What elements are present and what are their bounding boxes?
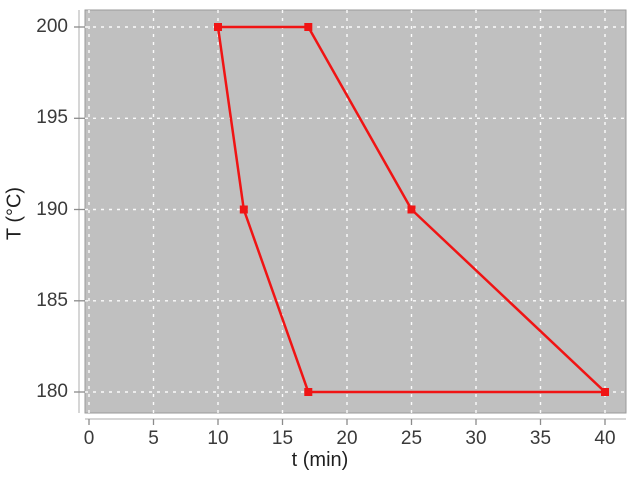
xtick-label-30: 30	[465, 428, 487, 449]
xtick-label-15: 15	[271, 428, 294, 449]
ytick-label-200: 200	[36, 16, 68, 37]
data-point-marker	[304, 388, 313, 396]
ytick-label-190: 190	[36, 198, 68, 220]
x-axis-title: t (min)	[291, 449, 349, 471]
xtick-label-10: 10	[207, 428, 229, 449]
data-point-marker	[304, 23, 313, 31]
ytick-label-180: 180	[36, 381, 68, 402]
xtick-label-5: 5	[148, 428, 159, 449]
axis-spines	[78, 10, 626, 420]
data-point-marker	[601, 388, 609, 396]
ytick-label-195: 195	[36, 107, 68, 129]
plot-background	[84, 9, 627, 414]
data-point-marker	[407, 205, 416, 214]
ytick-label-185: 185	[36, 289, 68, 311]
tick-marks	[74, 26, 606, 425]
xtick-label-40: 40	[594, 428, 616, 449]
data-point-marker	[239, 205, 248, 214]
data-series-layer	[214, 23, 609, 396]
xtick-label-35: 35	[529, 428, 552, 449]
data-point-marker	[214, 23, 222, 31]
xtick-label-20: 20	[336, 428, 358, 449]
xtick-label-0: 0	[83, 428, 95, 449]
xtick-label-25: 25	[400, 428, 423, 449]
y-axis-title: T (°C)	[3, 186, 26, 241]
